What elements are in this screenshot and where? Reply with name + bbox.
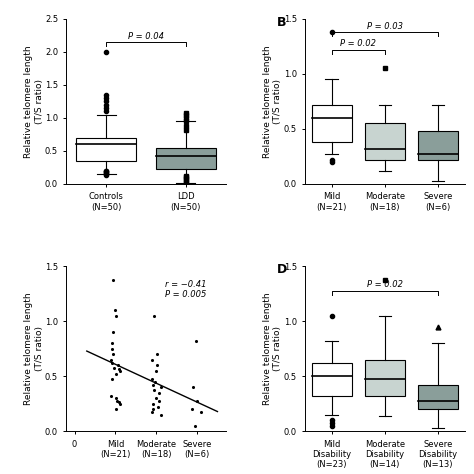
- Bar: [365, 360, 405, 396]
- Bar: [311, 363, 352, 396]
- Point: [153, 362, 161, 369]
- Point: [154, 403, 162, 411]
- Text: P = 0.04: P = 0.04: [128, 32, 164, 41]
- Point: [109, 345, 116, 353]
- Point: [149, 382, 156, 389]
- Point: [149, 400, 157, 408]
- Point: [115, 398, 122, 405]
- Point: [150, 312, 158, 319]
- Bar: [311, 105, 352, 142]
- Point: [191, 422, 199, 429]
- Point: [112, 370, 120, 378]
- Point: [155, 397, 163, 404]
- Point: [153, 367, 160, 374]
- Point: [112, 312, 119, 319]
- Bar: [365, 123, 405, 160]
- Point: [111, 307, 118, 314]
- Point: [108, 359, 116, 367]
- Point: [148, 375, 156, 383]
- Point: [155, 389, 163, 397]
- Point: [192, 337, 200, 345]
- Text: B: B: [277, 16, 286, 28]
- Point: [114, 362, 121, 369]
- Point: [197, 408, 205, 415]
- Bar: [155, 147, 216, 169]
- Text: r = −0.41
P = 0.005: r = −0.41 P = 0.005: [165, 280, 207, 299]
- Point: [149, 406, 157, 413]
- Point: [115, 365, 123, 373]
- Point: [109, 351, 116, 358]
- Point: [107, 356, 115, 364]
- Point: [112, 394, 120, 402]
- Y-axis label: Relative telomere length
(T/S ratio): Relative telomere length (T/S ratio): [24, 292, 44, 405]
- Point: [148, 408, 156, 415]
- Point: [152, 394, 160, 402]
- Y-axis label: Relative telomere length
(T/S ratio): Relative telomere length (T/S ratio): [24, 45, 44, 158]
- Point: [150, 386, 158, 393]
- Point: [108, 375, 116, 383]
- Point: [189, 406, 196, 413]
- Point: [114, 397, 121, 404]
- Bar: [76, 138, 137, 161]
- Text: D: D: [277, 263, 287, 276]
- Text: P = 0.03: P = 0.03: [367, 22, 403, 31]
- Point: [116, 367, 124, 374]
- Point: [154, 351, 161, 358]
- Bar: [418, 131, 458, 160]
- Point: [109, 339, 116, 347]
- Text: P = 0.02: P = 0.02: [340, 39, 376, 48]
- Point: [151, 378, 159, 386]
- Point: [190, 383, 197, 391]
- Point: [107, 392, 114, 400]
- Point: [109, 276, 117, 283]
- Point: [157, 411, 164, 419]
- Point: [116, 400, 124, 408]
- Point: [113, 406, 120, 413]
- Bar: [418, 385, 458, 410]
- Point: [109, 328, 117, 336]
- Point: [110, 364, 118, 371]
- Point: [157, 383, 164, 391]
- Y-axis label: Relative telomere length
(T/S ratio): Relative telomere length (T/S ratio): [263, 292, 283, 405]
- Point: [148, 356, 155, 364]
- Text: P = 0.02: P = 0.02: [367, 280, 403, 289]
- Point: [193, 397, 201, 404]
- Y-axis label: Relative telomere length
(T/S ratio): Relative telomere length (T/S ratio): [263, 45, 283, 158]
